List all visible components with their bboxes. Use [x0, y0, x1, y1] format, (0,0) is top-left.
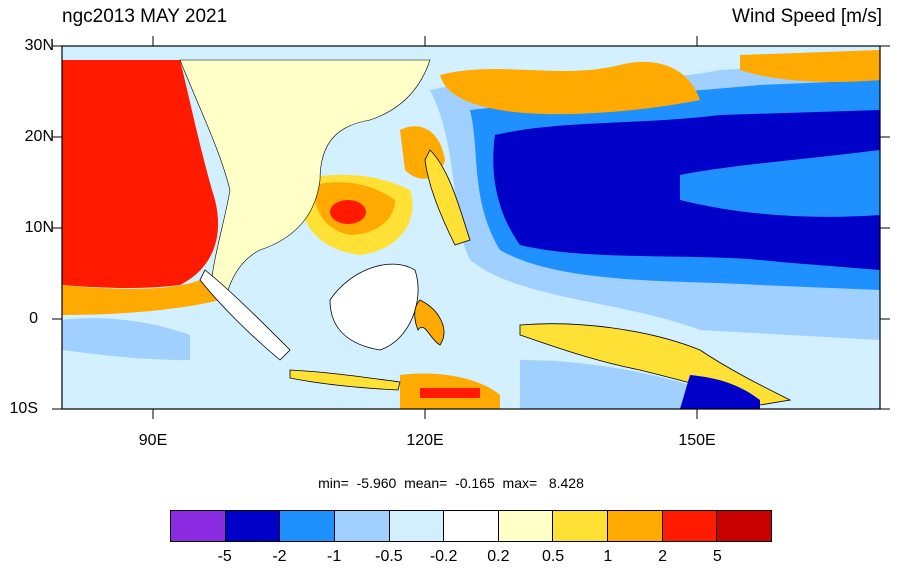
axis-ticks	[52, 36, 890, 419]
colorbar-box	[225, 511, 281, 541]
north-orange-band	[440, 61, 700, 115]
map-title: ngc2013 MAY 2021	[62, 6, 228, 27]
indochina-land	[179, 59, 431, 301]
colorbar-label: -1	[327, 548, 342, 565]
colorbar-label: -0.2	[429, 548, 458, 565]
colorbar-box	[717, 511, 772, 541]
lat-label-20n: 20N	[24, 128, 54, 145]
colorbar-label: -0.5	[375, 548, 403, 565]
lon-label-90e: 90E	[138, 432, 168, 449]
ne-orange-band	[740, 50, 880, 82]
colorbar-box	[662, 511, 718, 541]
colorbar-box	[389, 511, 445, 541]
colorbar-box	[444, 511, 499, 541]
lon-label-150e: 150E	[678, 432, 716, 449]
colorbar-box	[334, 511, 390, 541]
colorbar-box	[171, 511, 226, 541]
colorbar-label: 0.5	[541, 548, 565, 565]
sulawesi-land	[414, 299, 445, 346]
south-pale-region	[520, 360, 690, 409]
lat-label-10n: 10N	[24, 219, 54, 236]
lon-label-120e: 120E	[406, 432, 444, 449]
philippines-land	[424, 149, 471, 246]
lat-label-0: 0	[29, 310, 38, 327]
sumatra-land	[199, 269, 291, 361]
borneo-land	[329, 263, 419, 351]
lat-label-10s: 10S	[9, 400, 38, 417]
colorbar-label: -5	[217, 548, 232, 565]
timor-sea-red	[420, 388, 480, 398]
south-dark-patch	[680, 375, 760, 409]
bay-of-bengal-red	[62, 60, 219, 289]
stats-text: min= -5.960 mean= -0.165 max= 8.428	[318, 475, 584, 491]
colorbar-box	[498, 511, 554, 541]
colorbar	[170, 510, 772, 542]
south-china-sea-red	[330, 200, 366, 224]
colorbar-label: 2	[658, 548, 667, 565]
bay-orange-edge	[62, 280, 220, 315]
colorbar-box	[553, 511, 609, 541]
colorbar-label: 0.2	[487, 548, 510, 565]
variable-title: Wind Speed [m/s]	[732, 6, 882, 27]
colorbar-label: 1	[603, 548, 613, 565]
java-land	[289, 369, 401, 391]
light-band	[680, 150, 880, 217]
colorbar-box	[280, 511, 335, 541]
lat-label-30n: 30N	[24, 37, 54, 54]
colorbar-box	[608, 511, 663, 541]
colorbar-label: -2	[272, 548, 287, 565]
indian-ocean-blue	[62, 318, 190, 360]
colorbar-label: 5	[712, 548, 722, 565]
